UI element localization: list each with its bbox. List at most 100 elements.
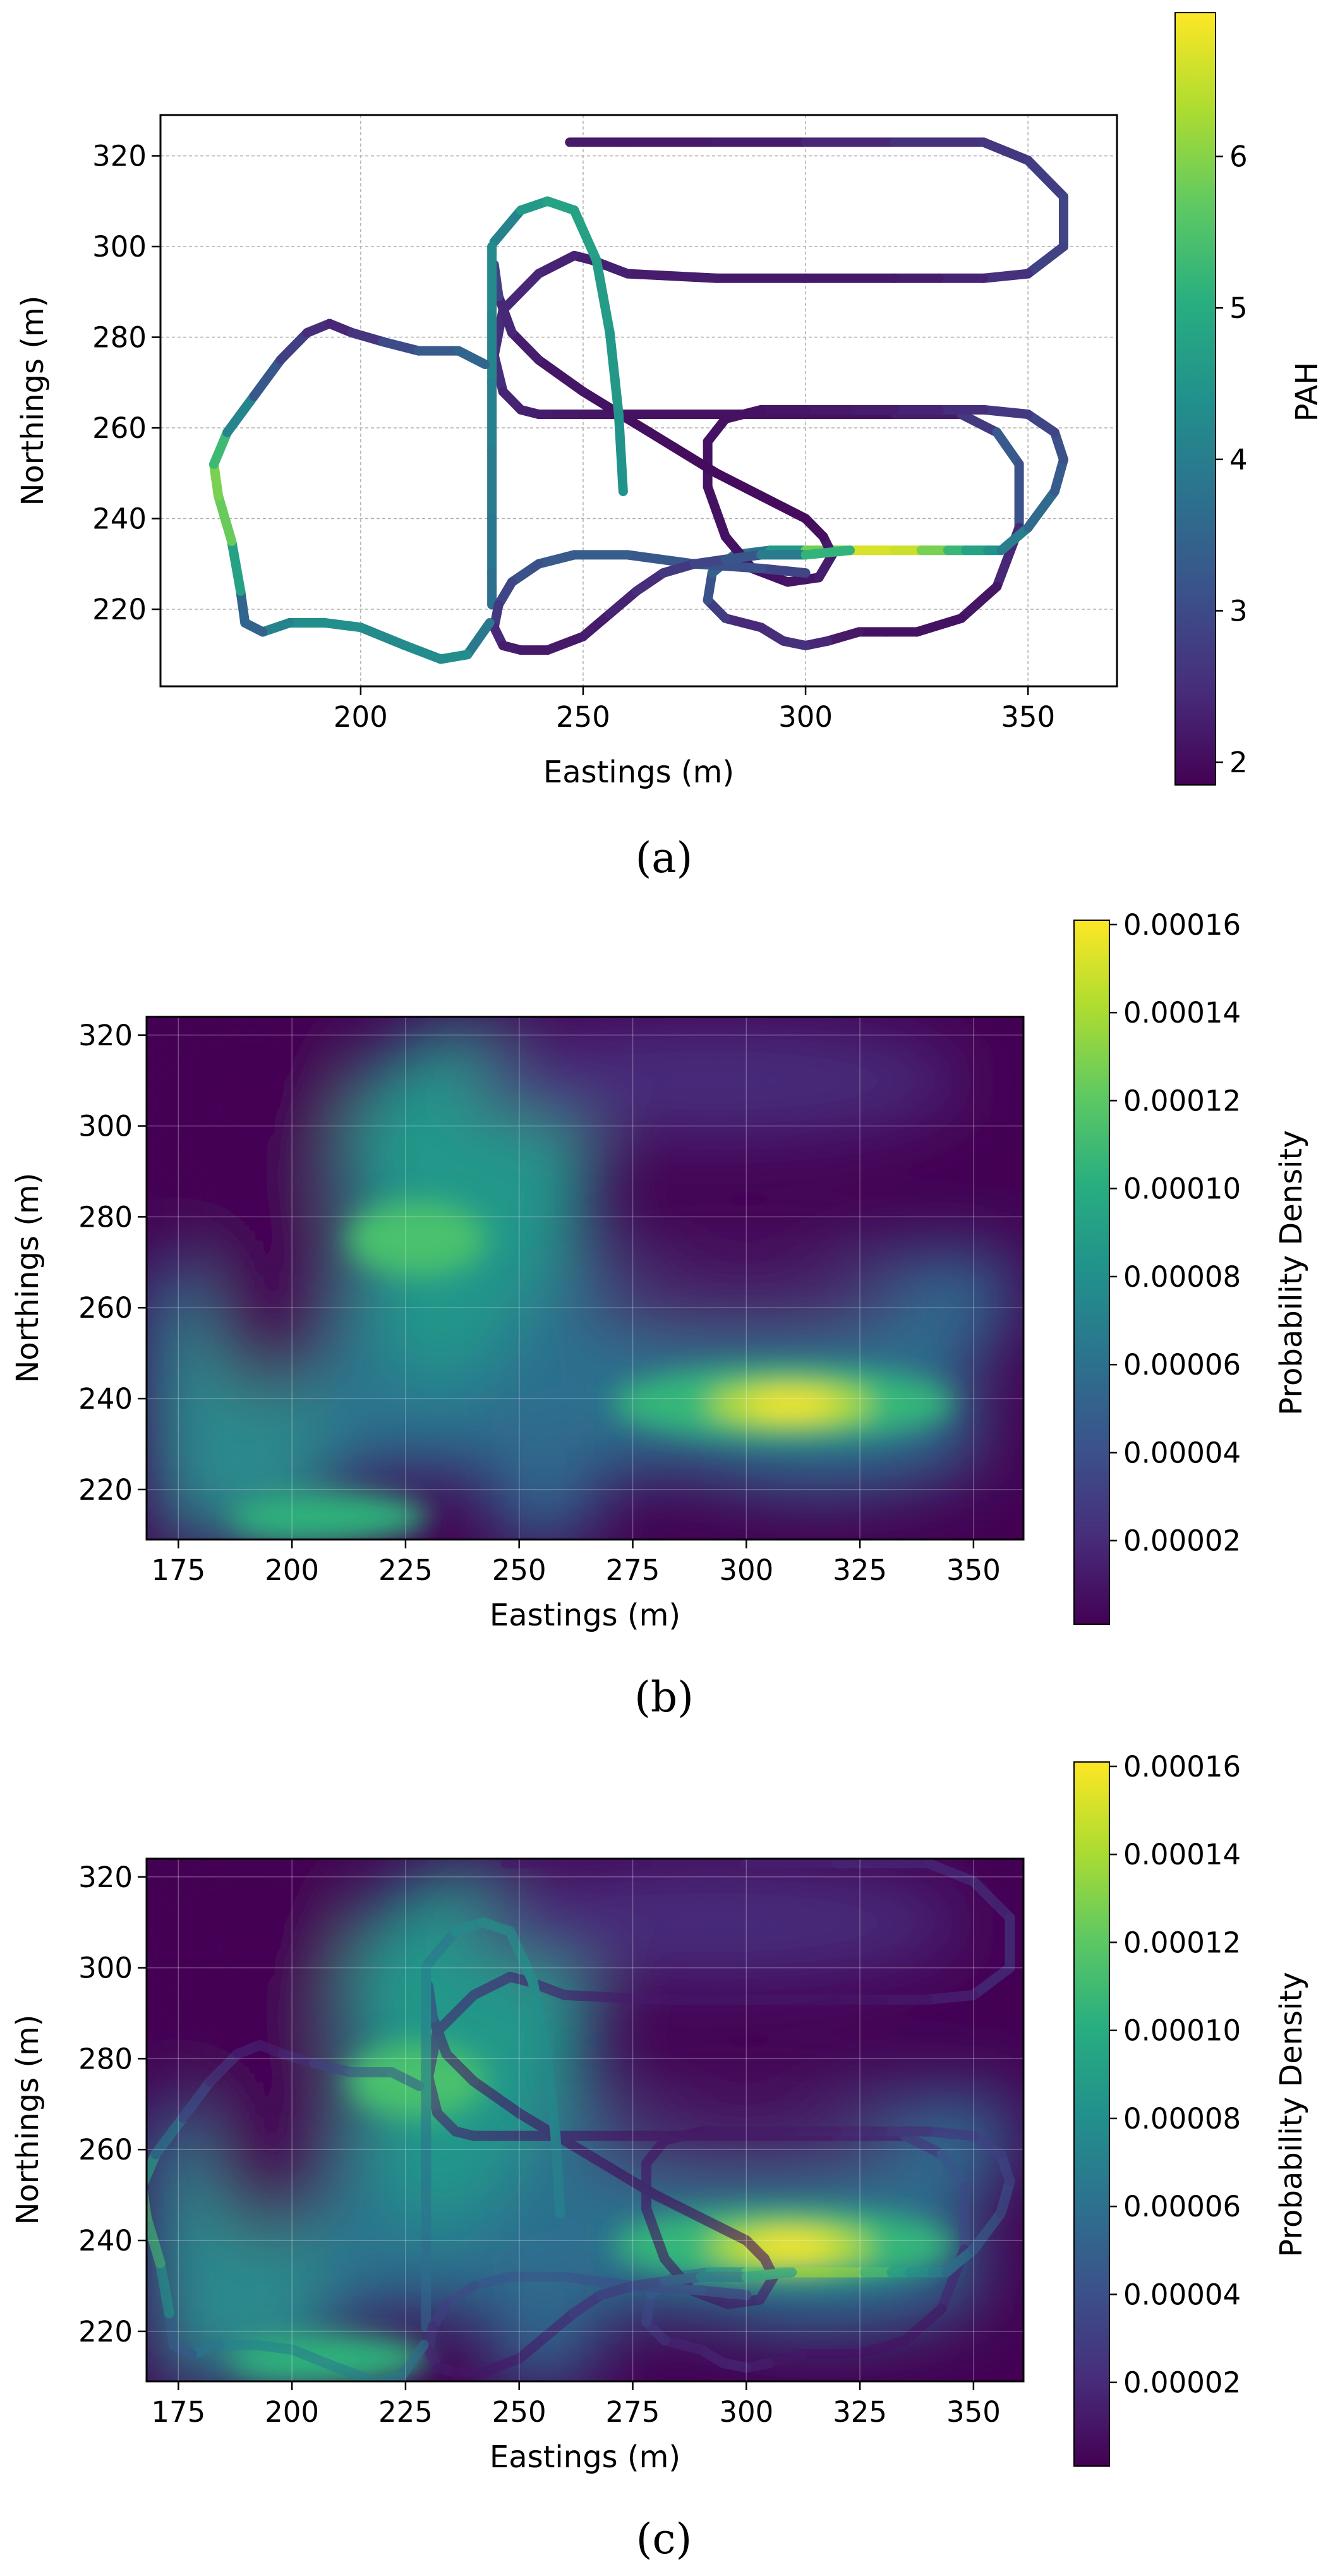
panel-c-gridlines: [147, 1859, 1023, 2381]
panel-b-heatmap: 175 200 225 250 275 300 325 350 220 240 260 280 300…: [10, 908, 1309, 1722]
track-point: [534, 250, 579, 279]
colorbar-tick-label: 4: [1229, 443, 1248, 477]
track-point: [659, 2335, 706, 2355]
panel-b-axes-frame: [145, 1016, 1025, 1541]
track-point: [507, 327, 544, 365]
track-point: [591, 255, 615, 337]
y-tick-label: 260: [78, 2133, 133, 2166]
track-point: [855, 2335, 911, 2359]
track-point: [468, 1971, 516, 2000]
track-point: [696, 2285, 752, 2300]
track-point: [332, 2362, 379, 2381]
track-point: [222, 391, 259, 437]
track-point: [534, 355, 588, 397]
track-point: [209, 427, 232, 469]
x-tick-label: 275: [606, 2395, 660, 2429]
track-point: [236, 586, 250, 628]
panel-c-colorbar-ticks: 0.00002 0.00004 0.00006 0.00008 0.00010 0.000…: [1109, 1750, 1241, 2400]
panel-b-y-label: Northings (m): [10, 1173, 45, 1383]
colorbar-tick-label: 0.00014: [1123, 996, 1241, 1030]
y-tick-label: 280: [92, 321, 147, 355]
x-tick-label: 350: [1001, 700, 1055, 734]
track-point: [979, 269, 1033, 283]
panel-b-x-ticks: 175 200 225 250 275 300 325 350: [151, 1540, 1001, 1587]
panel-a-scatter: 200 250 300 350 220 240 260 280 300 320 Eastings…: [15, 12, 1325, 882]
x-tick-label: 325: [833, 2395, 887, 2429]
track-point: [320, 618, 366, 633]
panel-b-density-field: [147, 1017, 1023, 1540]
track-point: [720, 550, 766, 564]
track-point: [310, 2058, 356, 2077]
colorbar-tick-label: 0.00006: [1123, 1348, 1241, 1382]
x-tick-label: 250: [492, 1553, 546, 1587]
track-point: [498, 269, 544, 315]
track-point: [1023, 486, 1059, 533]
panel-c-caption: (c): [636, 2515, 692, 2563]
colorbar-tick-label: 0.00014: [1123, 1838, 1241, 1871]
track-point: [550, 2130, 565, 2218]
colorbar-tick-label: 0.00002: [1123, 1524, 1241, 1558]
x-tick-label: 250: [556, 700, 610, 734]
y-tick-label: 240: [78, 2224, 133, 2257]
track-point: [659, 2126, 706, 2146]
track-point: [441, 2049, 479, 2087]
panel-c-density-field: [147, 1859, 1023, 2381]
track-point: [968, 2208, 1006, 2255]
track-point: [650, 2190, 706, 2223]
track-point: [441, 2280, 479, 2309]
panel-a-y-label: Northings (m): [15, 296, 51, 506]
track-point: [432, 1990, 479, 2037]
panel-a-caption: (a): [636, 834, 693, 882]
track-point: [287, 2344, 343, 2373]
track-point: [569, 2290, 607, 2319]
colorbar-tick-label: 0.00008: [1123, 1260, 1241, 1294]
y-tick-label: 240: [92, 502, 147, 536]
track-point: [968, 2130, 1006, 2160]
panel-a-colorbar-ticks: 2 3 4 5 6: [1216, 140, 1248, 779]
y-tick-label: 220: [92, 593, 147, 626]
panel-a-colorbar: [1174, 12, 1216, 786]
panel-c-axes-frame: [145, 1857, 1025, 2383]
y-tick-label: 320: [92, 140, 147, 173]
track-point: [454, 346, 490, 370]
track-point: [569, 205, 601, 265]
track-point: [627, 2276, 670, 2291]
track-point: [605, 2163, 661, 2201]
panel-a-x-label: Eastings (m): [543, 755, 734, 790]
y-tick-label: 260: [78, 1291, 133, 1325]
track-point: [968, 1962, 1015, 2000]
colorbar-tick-label: 0.00010: [1123, 1172, 1241, 1206]
track-point: [214, 491, 237, 546]
track-point: [957, 410, 1002, 437]
colorbar-tick-label: 3: [1229, 594, 1248, 628]
panel-c-x-label: Eastings (m): [490, 2439, 680, 2475]
x-tick-label: 175: [151, 1553, 205, 1587]
panel-b-x-label: Eastings (m): [490, 1598, 680, 1633]
track-point: [1049, 427, 1068, 465]
colorbar-tick-label: 0.00010: [1123, 2014, 1241, 2048]
x-tick-label: 250: [492, 2395, 546, 2429]
track-point: [631, 568, 668, 596]
colorbar-tick-label: 0.00006: [1123, 2190, 1241, 2223]
track-point: [764, 2348, 806, 2369]
track-point: [900, 2130, 947, 2160]
track-point: [578, 609, 615, 641]
track-point: [979, 404, 1033, 420]
track-point: [147, 2149, 161, 2189]
track-point: [541, 2049, 561, 2141]
panel-c-y-label: Northings (m): [10, 2015, 45, 2225]
track-point: [823, 627, 864, 646]
x-tick-label: 350: [946, 2395, 1001, 2429]
track-point: [900, 2303, 947, 2346]
panel-a-track: [209, 137, 1068, 664]
track-point: [1023, 241, 1068, 279]
track-point: [423, 1926, 461, 1969]
track-point: [378, 337, 423, 356]
track-point: [468, 2271, 516, 2291]
track-point: [534, 550, 579, 569]
panel-c-y-ticks: 220 240 260 280 300 320: [78, 1861, 147, 2348]
x-tick-label: 225: [378, 2395, 433, 2429]
panel-b-caption: (b): [634, 1673, 694, 1722]
